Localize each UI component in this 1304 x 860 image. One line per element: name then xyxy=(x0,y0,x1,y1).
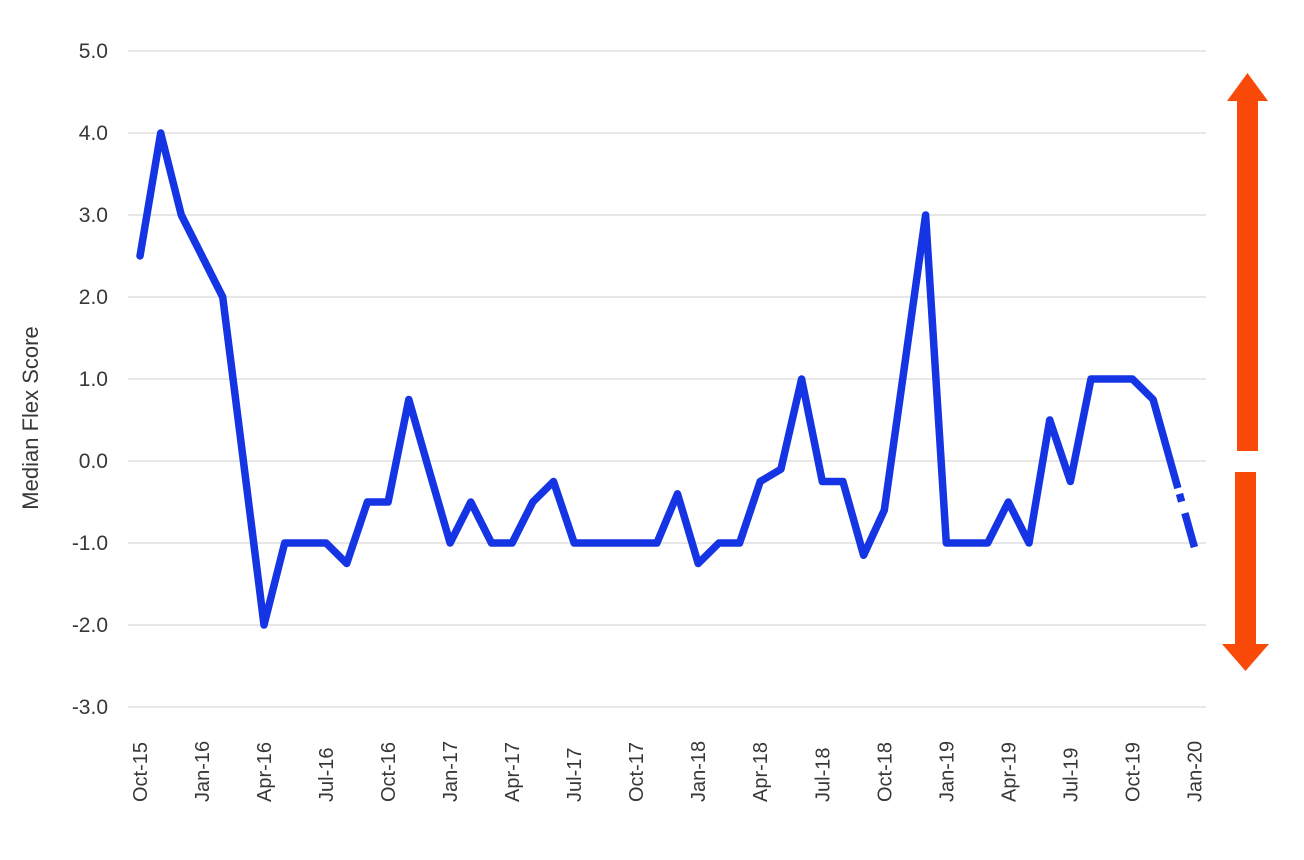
x-tick-label: Jan-18 xyxy=(688,741,710,802)
x-tick-label: Oct-17 xyxy=(626,742,648,802)
y-tick-label: 0.0 xyxy=(79,450,108,473)
up-arrow-icon xyxy=(1227,73,1268,451)
x-tick-label: Oct-15 xyxy=(130,742,152,802)
x-tick-label: Apr-17 xyxy=(502,742,524,802)
x-tick-label: Jul-18 xyxy=(812,748,834,802)
y-tick-label: 1.0 xyxy=(79,368,108,391)
y-tick-label: 3.0 xyxy=(79,204,108,227)
direction-arrows xyxy=(1222,73,1269,671)
down-arrow-head xyxy=(1222,644,1269,671)
y-tick-label: -1.0 xyxy=(72,532,108,555)
y-tick-label: -2.0 xyxy=(72,614,108,637)
x-tick-label: Oct-16 xyxy=(378,742,400,802)
x-tick-label: Jul-16 xyxy=(316,748,338,802)
y-tick-label: 5.0 xyxy=(79,40,108,63)
up-arrow-shaft xyxy=(1237,100,1258,451)
x-tick-label: Oct-19 xyxy=(1122,742,1144,802)
flex-score-line xyxy=(136,129,1199,629)
up-arrow-head xyxy=(1227,73,1268,101)
x-tick-label: Apr-16 xyxy=(254,742,276,802)
x-tick-label: Oct-18 xyxy=(874,742,896,802)
x-tick-label: Jan-16 xyxy=(192,741,214,802)
x-tick-label: Jan-17 xyxy=(440,741,462,802)
x-tick-label: Jan-19 xyxy=(936,741,958,802)
y-axis-title: Median Flex Score xyxy=(18,326,43,509)
gridlines xyxy=(128,50,1206,708)
x-tick-label: Jan-20 xyxy=(1184,741,1206,802)
x-tick-label: Apr-18 xyxy=(750,742,772,802)
down-arrow-shaft xyxy=(1235,472,1256,645)
down-arrow-icon xyxy=(1222,472,1269,671)
y-tick-label: 2.0 xyxy=(79,286,108,309)
series-polyline xyxy=(136,129,1157,629)
x-tick-label: Jul-19 xyxy=(1060,748,1082,802)
x-tick-label: Jul-17 xyxy=(564,748,586,802)
series-dashed-tail xyxy=(1149,398,1199,549)
y-tick-label: 4.0 xyxy=(79,122,108,145)
y-axis-tick-labels: 5.0 4.0 3.0 2.0 1.0 0.0 -1.0 -2.0 -3.0 xyxy=(72,40,108,719)
y-tick-label: -3.0 xyxy=(72,696,108,719)
x-tick-label: Apr-19 xyxy=(998,742,1020,802)
x-axis-tick-labels: Oct-15 Jan-16 Apr-16 Jul-16 Oct-16 Jan-17 Apr-… xyxy=(130,741,1206,802)
